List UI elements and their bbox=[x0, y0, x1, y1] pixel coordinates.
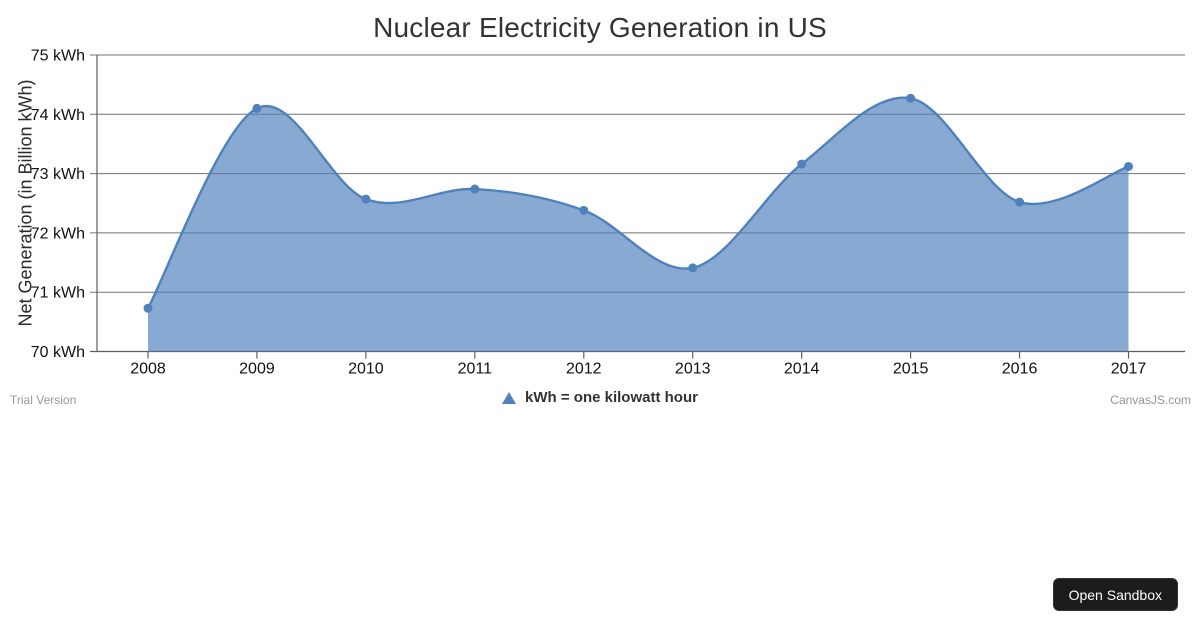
y-axis-tick-label: 72 kWh bbox=[31, 225, 85, 242]
data-point-marker[interactable] bbox=[361, 194, 371, 204]
y-axis-tick-label: 71 kWh bbox=[31, 285, 85, 302]
area-fill bbox=[148, 97, 1129, 352]
triangle-up-icon bbox=[502, 391, 517, 404]
x-axis-tick-label: 2017 bbox=[1111, 361, 1147, 378]
data-point-marker[interactable] bbox=[688, 263, 698, 273]
x-axis-tick-label: 2014 bbox=[784, 361, 820, 378]
chart-title: Nuclear Electricity Generation in US bbox=[373, 12, 827, 43]
canvasjs-credit-link[interactable]: CanvasJS.com bbox=[1110, 393, 1191, 407]
trial-version-label: Trial Version bbox=[10, 393, 77, 407]
data-point-marker[interactable] bbox=[906, 93, 916, 103]
legend-label: kWh = one kilowatt hour bbox=[525, 389, 698, 406]
data-point-marker[interactable] bbox=[143, 303, 153, 313]
data-point-marker[interactable] bbox=[797, 159, 807, 169]
x-axis-tick-label: 2015 bbox=[893, 361, 929, 378]
x-axis-tick-label: 2016 bbox=[1002, 361, 1038, 378]
x-axis-tick-label: 2009 bbox=[239, 361, 275, 378]
data-point-marker[interactable] bbox=[579, 205, 589, 215]
legend-item[interactable]: kWh = one kilowatt hour bbox=[0, 389, 1200, 406]
open-sandbox-button[interactable]: Open Sandbox bbox=[1052, 578, 1178, 611]
data-point-marker[interactable] bbox=[470, 184, 480, 194]
y-axis-tick-label: 75 kWh bbox=[31, 48, 85, 65]
x-axis-tick-label: 2008 bbox=[130, 361, 166, 378]
spline-line bbox=[146, 96, 1129, 309]
data-point-marker[interactable] bbox=[252, 103, 262, 113]
x-axis-tick-label: 2013 bbox=[675, 361, 711, 378]
y-axis-tick-label: 73 kWh bbox=[31, 166, 85, 183]
y-axis-tick-label: 74 kWh bbox=[31, 107, 85, 124]
data-point-marker[interactable] bbox=[1124, 161, 1133, 171]
x-axis-tick-label: 2011 bbox=[458, 361, 493, 378]
x-axis-tick-label: 2010 bbox=[348, 361, 384, 378]
data-point-marker[interactable] bbox=[1015, 197, 1025, 207]
y-axis-tick-label: 70 kWh bbox=[31, 344, 85, 361]
x-axis-tick-label: 2012 bbox=[566, 361, 602, 378]
